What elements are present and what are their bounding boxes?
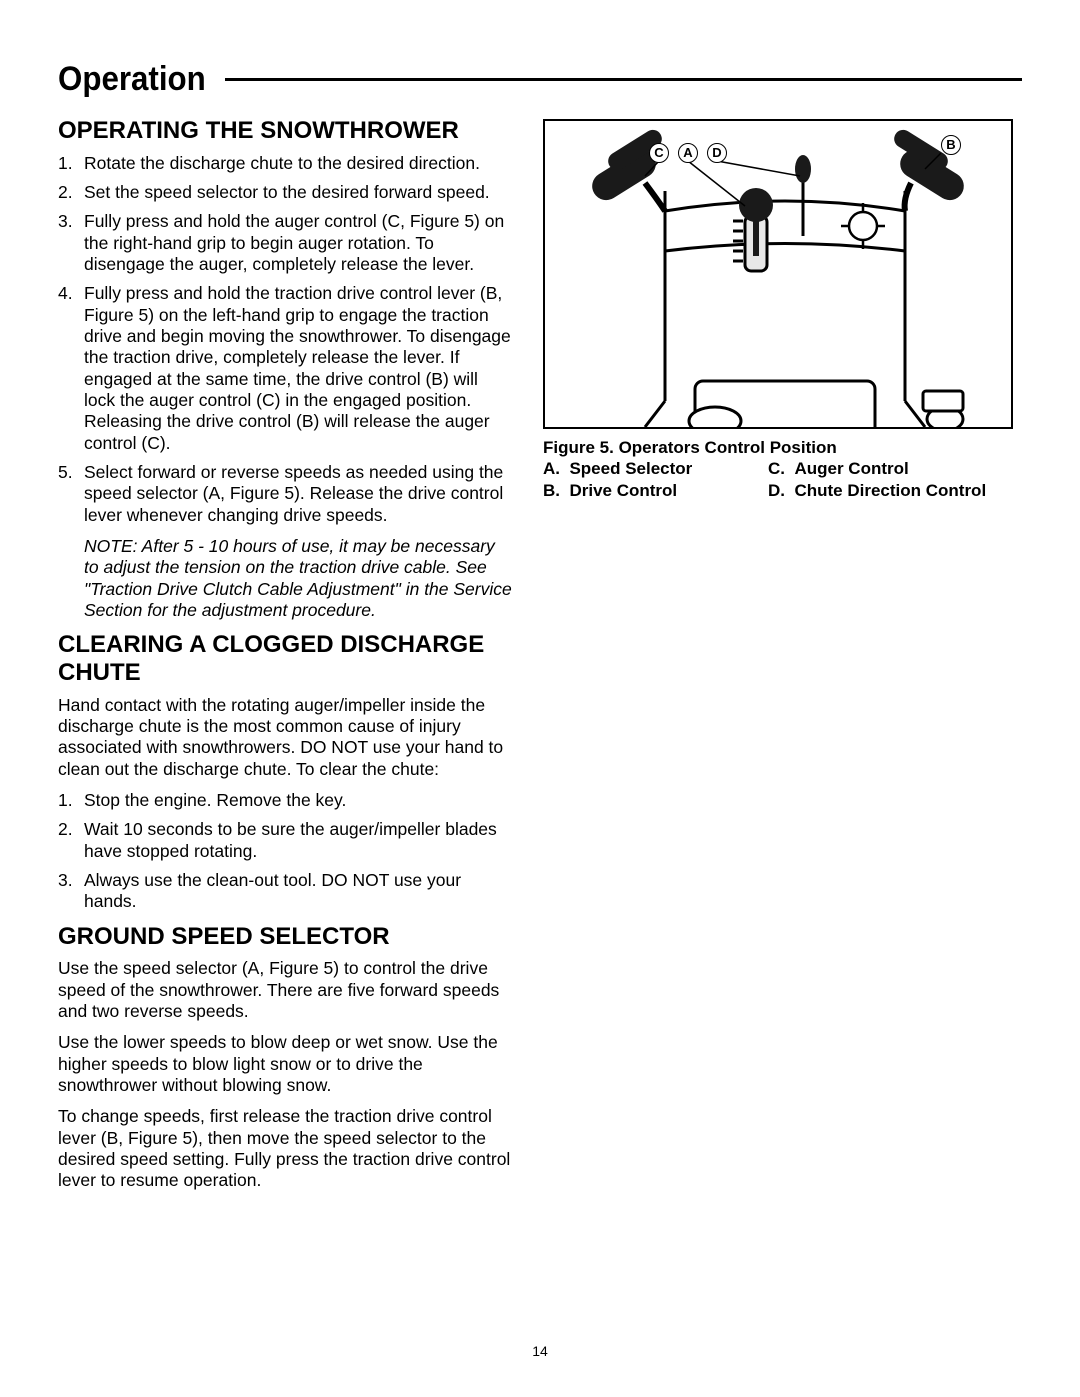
figure-5: C A D B bbox=[543, 119, 1013, 429]
callout-c: C bbox=[649, 143, 669, 163]
legend-d: D. Chute Direction Control bbox=[768, 480, 1013, 501]
clearing-intro: Hand contact with the rotating auger/imp… bbox=[58, 695, 513, 780]
operating-note: NOTE: After 5 - 10 hours of use, it may … bbox=[58, 536, 513, 621]
callout-d: D bbox=[707, 143, 727, 163]
list-item: Stop the engine. Remove the key. bbox=[58, 790, 513, 811]
legend-d-label: Chute Direction Control bbox=[794, 481, 986, 500]
legend-a: A. Speed Selector bbox=[543, 458, 768, 479]
legend-a-label: Speed Selector bbox=[569, 459, 692, 478]
list-item: Wait 10 seconds to be sure the auger/imp… bbox=[58, 819, 513, 862]
page-header: Operation bbox=[58, 60, 1022, 99]
figure-caption: Figure 5. Operators Control Position bbox=[543, 437, 1013, 458]
right-column: C A D B Figure 5. Operators Control Posi… bbox=[543, 117, 1013, 1202]
operating-steps: Rotate the discharge chute to the desire… bbox=[58, 153, 513, 527]
ground-speed-para: To change speeds, first release the trac… bbox=[58, 1106, 513, 1191]
figure-illustration bbox=[545, 121, 1011, 427]
list-item: Fully press and hold the traction drive … bbox=[58, 283, 513, 454]
list-item: Select forward or reverse speeds as need… bbox=[58, 462, 513, 526]
legend-b-label: Drive Control bbox=[569, 481, 677, 500]
ground-speed-para: Use the speed selector (A, Figure 5) to … bbox=[58, 958, 513, 1022]
list-item: Rotate the discharge chute to the desire… bbox=[58, 153, 513, 174]
list-item: Fully press and hold the auger control (… bbox=[58, 211, 513, 275]
page-title: Operation bbox=[58, 60, 211, 99]
callout-a: A bbox=[678, 143, 698, 163]
heading-clearing: CLEARING A CLOGGED DISCHARGE CHUTE bbox=[58, 631, 513, 686]
content-columns: OPERATING THE SNOWTHROWER Rotate the dis… bbox=[58, 117, 1022, 1202]
callout-b: B bbox=[941, 135, 961, 155]
ground-speed-para: Use the lower speeds to blow deep or wet… bbox=[58, 1032, 513, 1096]
list-item: Always use the clean-out tool. DO NOT us… bbox=[58, 870, 513, 913]
left-column: OPERATING THE SNOWTHROWER Rotate the dis… bbox=[58, 117, 513, 1202]
legend-c: C. Auger Control bbox=[768, 458, 1013, 479]
legend-row: A. Speed Selector C. Auger Control bbox=[543, 458, 1013, 479]
heading-ground-speed: GROUND SPEED SELECTOR bbox=[58, 923, 513, 951]
title-rule bbox=[225, 78, 1022, 81]
legend-row: B. Drive Control D. Chute Direction Cont… bbox=[543, 480, 1013, 501]
page-number: 14 bbox=[0, 1343, 1080, 1359]
heading-operating: OPERATING THE SNOWTHROWER bbox=[58, 117, 513, 145]
clearing-steps: Stop the engine. Remove the key. Wait 10… bbox=[58, 790, 513, 913]
legend-c-label: Auger Control bbox=[794, 459, 908, 478]
legend-b: B. Drive Control bbox=[543, 480, 768, 501]
list-item: Set the speed selector to the desired fo… bbox=[58, 182, 513, 203]
